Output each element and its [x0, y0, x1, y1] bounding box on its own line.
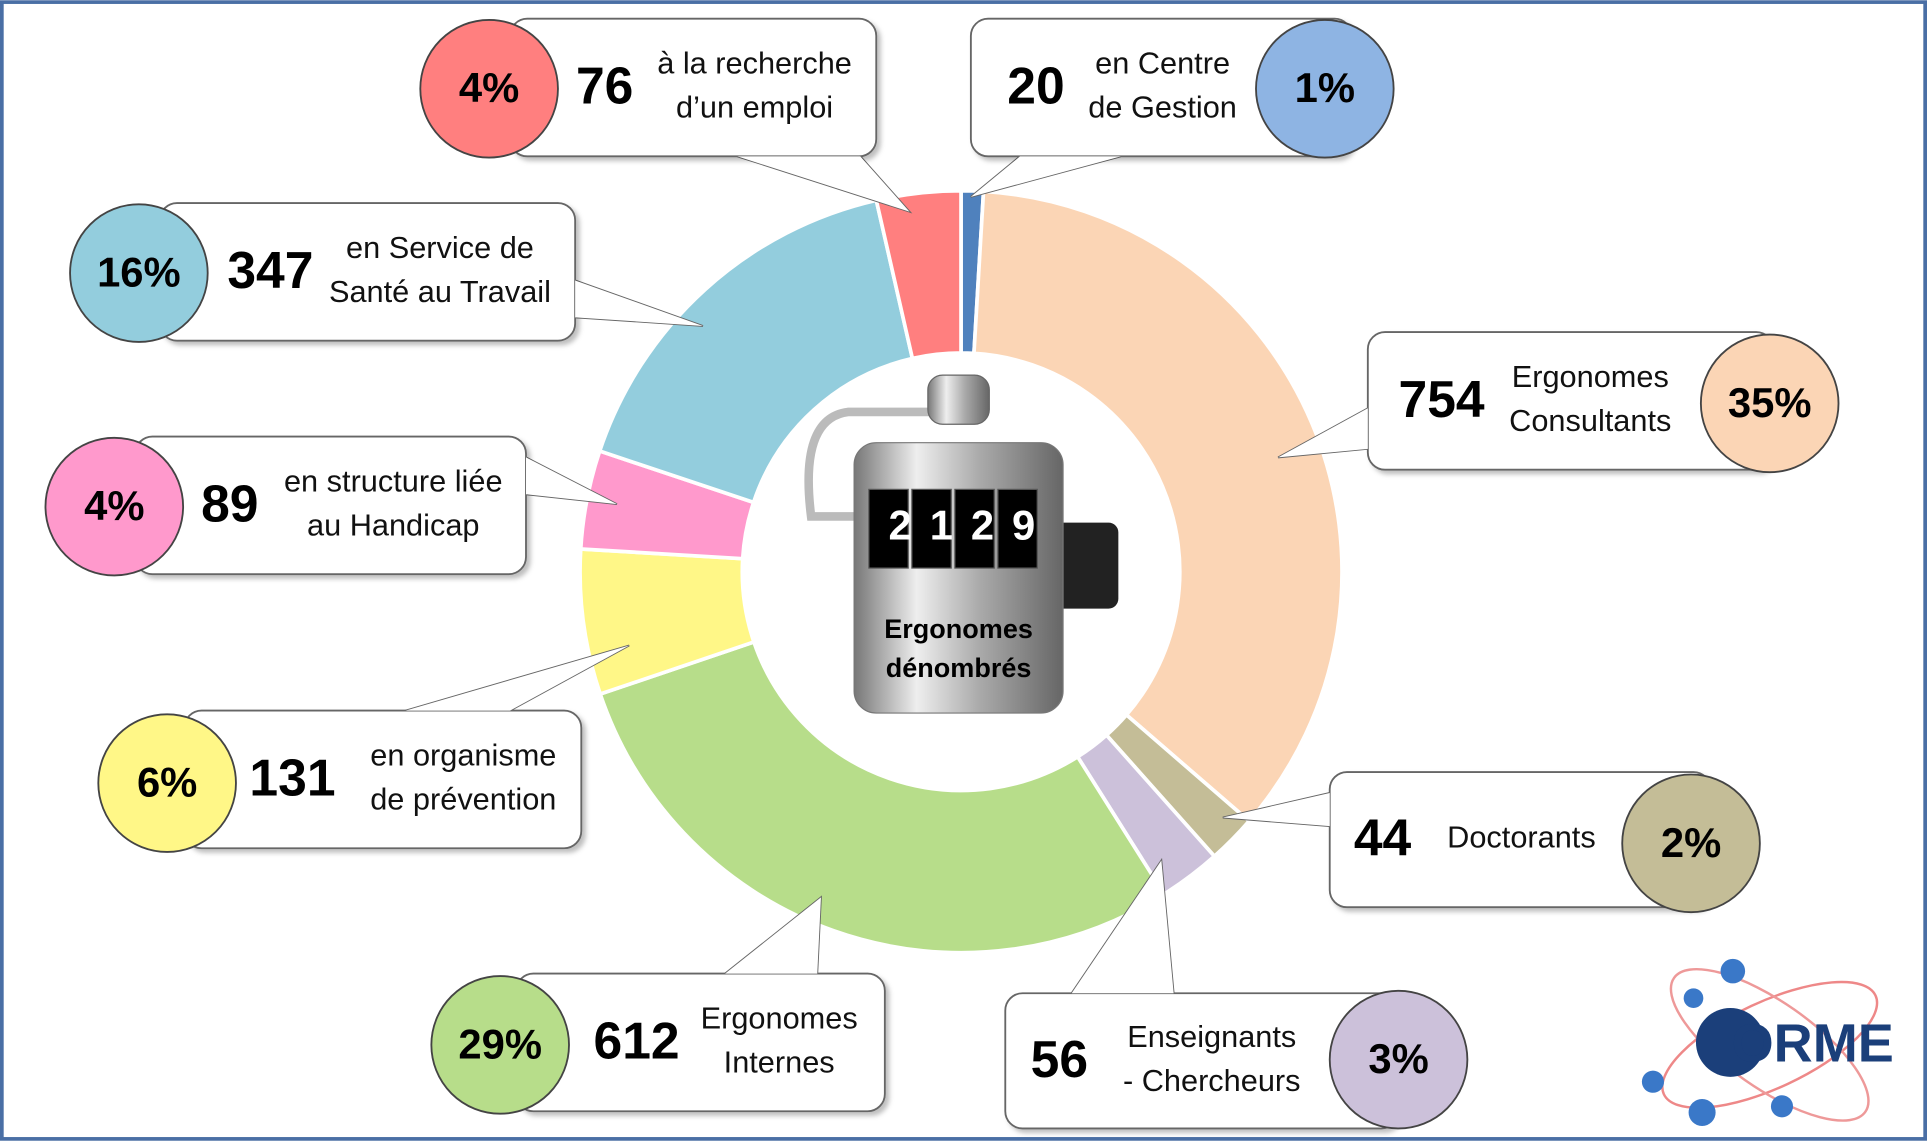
category-label: en structure liée	[284, 463, 503, 498]
callout-pointer-join	[1278, 408, 1368, 458]
callout-box	[183, 709, 583, 850]
counter-knob	[1050, 522, 1119, 609]
category-label: en Centre	[1095, 46, 1230, 81]
percent-label: 2%	[1661, 819, 1721, 866]
callout-box	[515, 972, 886, 1113]
value-label: 612	[594, 1012, 680, 1070]
callout: 16% 347 en Service de Santé au Travail	[69, 202, 704, 343]
counter-digit-box	[911, 488, 952, 569]
category-label: Internes	[724, 1045, 835, 1080]
category-label: de Gestion	[1088, 90, 1237, 125]
category-label: à la recherche	[657, 46, 852, 81]
callout-box	[134, 435, 527, 576]
percent-bubble	[1621, 773, 1761, 914]
percent-bubble	[69, 203, 209, 343]
callout: 6% 131 en organisme de prévention	[97, 644, 630, 853]
logo-text: ORME	[1732, 1014, 1894, 1074]
percent-label: 6%	[137, 759, 197, 806]
center-label: Ergonomes	[884, 614, 1033, 644]
counter-digit-box	[868, 488, 909, 569]
callout: 4% 89 en structure liée au Handicap	[44, 435, 618, 577]
percent-label: 4%	[84, 482, 144, 529]
callout-pointer-join	[1222, 792, 1330, 827]
callout: 3% 56 Enseignants - Chercheurs	[1004, 857, 1469, 1130]
counter-digit-box	[997, 488, 1038, 569]
percent-label: 29%	[458, 1020, 542, 1067]
value-label: 754	[1399, 370, 1485, 428]
category-label: d’un emploi	[676, 90, 833, 125]
callout-pointer-join	[725, 897, 821, 974]
center-label: dénombrés	[886, 653, 1032, 683]
category-label: Consultants	[1509, 403, 1671, 438]
category-label: en organisme	[370, 737, 556, 772]
value-label: 347	[227, 241, 313, 299]
category-label: Doctorants	[1447, 820, 1596, 855]
callout: 35% 754 Ergonomes Consultants	[1277, 331, 1840, 474]
callout-pointer-join	[737, 156, 910, 212]
category-label: Ergonomes	[701, 1000, 858, 1035]
category-label: au Handicap	[307, 508, 480, 543]
category-label: en Service de	[346, 230, 534, 265]
callout-pointer-join	[575, 280, 703, 326]
donut-slice	[874, 188, 963, 361]
value-label: 131	[249, 749, 335, 807]
logo: ORME	[1641, 958, 1894, 1126]
value-label: 20	[1007, 57, 1064, 115]
counter-digit-box	[954, 488, 995, 569]
value-label: 89	[201, 474, 258, 532]
callout: 1% 20 en Centre de Gestion	[969, 17, 1395, 198]
donut-slice	[971, 189, 1344, 824]
callout: 29% 612 Ergonomes Internes	[430, 895, 886, 1115]
percent-bubble	[1255, 19, 1395, 159]
value-label: 56	[1031, 1030, 1088, 1088]
value-label: 44	[1354, 809, 1412, 867]
percent-bubble	[44, 436, 185, 577]
callout: 2% 44 Doctorants	[1222, 771, 1761, 914]
percent-bubble	[1328, 989, 1469, 1130]
counter-digits: 2129	[889, 502, 1054, 549]
percent-label: 16%	[97, 249, 181, 296]
percent-label: 4%	[459, 64, 519, 111]
category-label: Ergonomes	[1512, 359, 1669, 394]
callout: 4% 76 à la recherche d’un emploi	[419, 17, 913, 214]
percent-bubble	[430, 975, 570, 1115]
callout-pointer-join	[1071, 860, 1174, 994]
category-label: - Chercheurs	[1123, 1063, 1301, 1098]
callout-box	[509, 17, 878, 158]
category-label: Santé au Travail	[329, 274, 551, 309]
counter: 2129 Ergonomes dénombrés	[804, 374, 1119, 714]
callout-box	[158, 202, 577, 342]
category-label: Enseignants	[1127, 1019, 1296, 1054]
percent-label: 3%	[1368, 1035, 1428, 1082]
percent-bubble	[1699, 333, 1840, 474]
donut-slice	[597, 639, 1167, 955]
percent-bubble	[97, 713, 237, 853]
value-label: 76	[576, 57, 633, 115]
percent-label: 35%	[1728, 379, 1812, 426]
counter-handle	[804, 407, 935, 521]
category-label: de prévention	[370, 782, 556, 817]
counter-button	[927, 374, 990, 425]
percent-bubble	[419, 19, 559, 159]
donut-slice	[597, 198, 915, 505]
percent-label: 1%	[1295, 64, 1355, 111]
